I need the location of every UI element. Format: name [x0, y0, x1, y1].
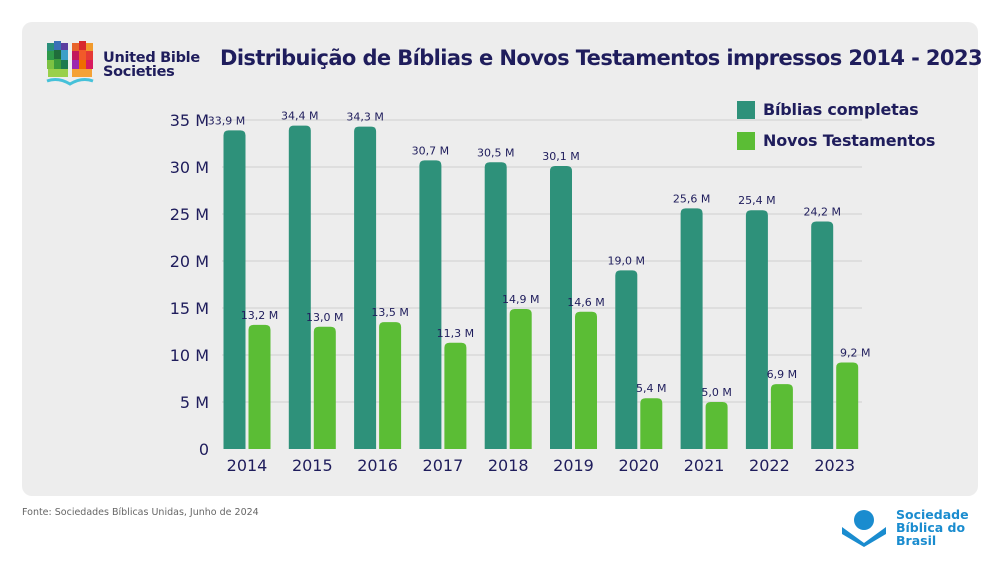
y-tick-label: 0	[199, 440, 209, 459]
bar-novos-testamentos	[248, 324, 271, 449]
bar-novos-testamentos	[444, 342, 467, 449]
bar-novos-testamentos	[379, 322, 402, 449]
bar-novos-testamentos	[509, 308, 532, 449]
data-label-novos-testamentos: 5,0 M	[701, 386, 731, 399]
x-tick-label: 2020	[618, 456, 659, 475]
data-label-novos-testamentos: 9,2 M	[840, 347, 870, 360]
legend-swatch-biblias	[737, 100, 755, 119]
y-tick-label: 30 M	[170, 158, 209, 177]
data-label-novos-testamentos: 5,4 M	[636, 382, 666, 395]
y-tick-label: 10 M	[170, 346, 209, 365]
x-tick-label: 2023	[814, 456, 855, 475]
legend-label-novos-testamentos: Novos Testamentos	[763, 131, 936, 150]
data-label-biblias: 30,5 M	[477, 146, 514, 159]
sbb-wordmark: Sociedade Bíblica do Brasil	[896, 508, 969, 547]
bar-novos-testamentos	[770, 384, 793, 449]
x-tick-label: 2022	[749, 456, 790, 475]
bar-biblias	[745, 210, 768, 449]
x-tick-label: 2016	[357, 456, 398, 475]
data-label-novos-testamentos: 6,9 M	[767, 368, 797, 381]
data-label-biblias: 25,6 M	[673, 192, 710, 205]
bar-biblias	[680, 208, 703, 449]
ubs-wordmark: United Bible Societies	[103, 50, 200, 80]
sociedade-biblica-do-brasil-logo: Sociedade Bíblica do Brasil	[840, 508, 969, 547]
bar-biblias	[223, 130, 246, 449]
data-label-biblias: 34,3 M	[346, 111, 383, 124]
x-tick-label: 2017	[423, 456, 464, 475]
source-note: Fonte: Sociedades Bíblicas Unidas, Junho…	[22, 507, 259, 518]
bar-biblias	[484, 162, 507, 450]
sbb-wordmark-line1: Sociedade	[896, 507, 969, 522]
bar-novos-testamentos	[313, 326, 336, 449]
y-tick-label: 20 M	[170, 252, 209, 271]
bar-novos-testamentos	[640, 398, 663, 449]
legend-label-biblias: Bíblias completas	[763, 100, 919, 119]
data-label-biblias: 25,4 M	[738, 194, 775, 207]
ubs-wordmark-line1: United Bible	[103, 50, 200, 66]
sbb-wordmark-line2: Bíblica do	[896, 520, 966, 535]
chart-legend: Bíblias completas Novos Testamentos	[737, 94, 935, 156]
x-tick-label: 2015	[292, 456, 333, 475]
data-label-novos-testamentos: 11,3 M	[437, 327, 474, 340]
x-tick-label: 2018	[488, 456, 529, 475]
reader-book-icon	[842, 509, 886, 547]
data-label-novos-testamentos: 13,2 M	[241, 309, 278, 322]
united-bible-societies-logo: United Bible Societies	[45, 41, 200, 89]
bar-biblias	[615, 270, 638, 449]
data-label-biblias: 34,4 M	[281, 110, 318, 123]
x-tick-label: 2021	[684, 456, 725, 475]
sbb-wordmark-line3: Brasil	[896, 533, 937, 548]
legend-swatch-novos-testamentos	[737, 131, 755, 150]
data-label-biblias: 33,9 M	[208, 114, 245, 127]
chart-title: Distribuição de Bíblias e Novos Testamen…	[220, 46, 983, 70]
data-label-biblias: 30,1 M	[542, 150, 579, 163]
legend-item-novos-testamentos: Novos Testamentos	[737, 125, 935, 156]
data-label-novos-testamentos: 14,9 M	[502, 293, 539, 306]
data-label-novos-testamentos: 14,6 M	[567, 296, 604, 309]
bar-biblias	[811, 221, 834, 449]
bar-novos-testamentos	[836, 362, 859, 449]
y-tick-label: 15 M	[170, 299, 209, 318]
data-label-biblias: 19,0 M	[608, 254, 645, 267]
data-label-novos-testamentos: 13,0 M	[306, 311, 343, 324]
legend-item-biblias: Bíblias completas	[737, 94, 935, 125]
bar-novos-testamentos	[705, 402, 728, 449]
x-tick-label: 2014	[227, 456, 268, 475]
data-label-novos-testamentos: 13,5 M	[371, 306, 408, 319]
data-label-biblias: 30,7 M	[412, 144, 449, 157]
y-tick-label: 5 M	[180, 393, 209, 412]
x-tick-label: 2019	[553, 456, 594, 475]
data-label-biblias: 24,2 M	[803, 206, 840, 219]
bar-biblias	[354, 126, 377, 449]
bar-novos-testamentos	[575, 311, 597, 449]
bar-biblias	[288, 125, 311, 449]
open-book-icon	[45, 41, 95, 89]
bar-biblias	[550, 166, 572, 449]
ubs-wordmark-line2: Societies	[103, 64, 175, 80]
bar-biblias	[419, 160, 442, 450]
y-tick-label: 35 M	[170, 111, 209, 130]
y-tick-label: 25 M	[170, 205, 209, 224]
